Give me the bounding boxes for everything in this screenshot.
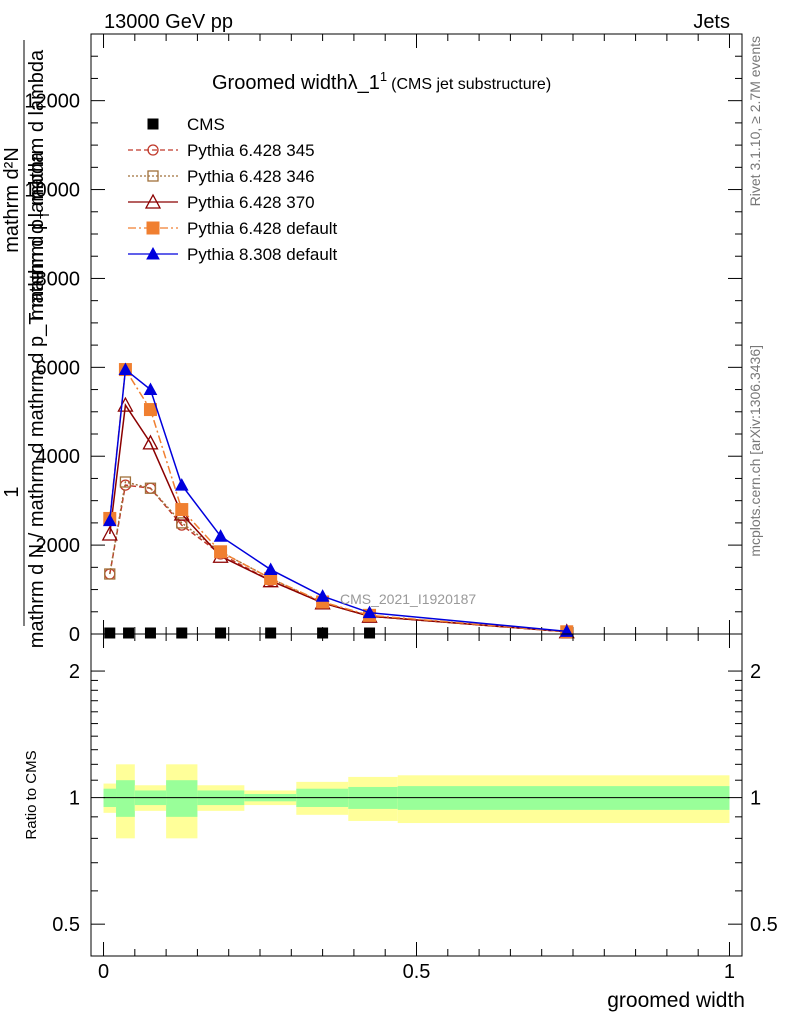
legend-label-pythia-8-308-default: Pythia 8.308 default	[187, 245, 338, 264]
chart-title: Groomed widthλ_11 (CMS jet substructure)	[212, 69, 551, 94]
point-pythia-8-308-default-4	[213, 529, 228, 542]
header-category-label: Jets	[693, 11, 730, 33]
point-cms-7	[364, 627, 376, 639]
y-label-denominator-top: mathrm d pT mathrm d lambda	[26, 49, 52, 320]
main-ytick-label-6: 12000	[24, 91, 80, 113]
side-text-rivet: Rivet 3.1.10, ≥ 2.7M events	[747, 36, 763, 206]
main-ytick-label-2: 4000	[36, 446, 81, 468]
main-plot-panel: 0 2000 4000 6000 8000 10000 12000	[24, 34, 742, 646]
point-pythia-6-428-346-2	[144, 482, 157, 494]
ratio-band-stat-3	[166, 780, 198, 817]
point-pythia-6-428-346-1	[119, 476, 132, 488]
point-cms-0	[104, 627, 116, 639]
point-pythia-6-428-default-3	[175, 503, 189, 517]
legend-label-pythia-6-428-370: Pythia 6.428 370	[187, 193, 315, 212]
main-y-axis-label: 1 mathrm d²N mathrm d pT mathrm d lambda…	[1, 40, 52, 648]
point-cms-4	[215, 627, 227, 639]
x-axis-label: groomed width	[607, 989, 745, 1012]
chart-title-main: Groomed width	[212, 72, 348, 94]
point-cms-3	[176, 627, 188, 639]
point-pythia-8-308-default-1	[118, 362, 133, 376]
ratio-plot-panel: 0.5 0.5 1 1 2 2 0 0.5 1	[52, 634, 778, 983]
legend: CMS Pythia 6.428 345 Pythia 6.428 346 Pythi…	[128, 115, 338, 264]
point-pythia-8-308-default-5	[263, 562, 278, 576]
point-pythia-6-428-default-4	[214, 545, 228, 559]
point-pythia-6-428-370-0	[101, 525, 118, 541]
side-text-mcplots: mcplots.cern.ch [arXiv:1306.3436]	[747, 345, 763, 557]
point-pythia-8-308-default-3	[174, 478, 189, 491]
legend-marker-pythia-8-308-default	[146, 246, 160, 260]
legend-marker-pythia-6-428-default	[146, 221, 160, 235]
y-label-denominator: mathrm d N / mathrm d mathrm d p_T mathr…	[26, 151, 48, 648]
point-pythia-8-308-default-0	[102, 513, 117, 527]
legend-label-pythia-6-428-default: Pythia 6.428 default	[187, 219, 338, 238]
ratio-y-axis-label: Ratio to CMS	[23, 750, 40, 839]
ratio-ytick-label-left-0: 0.5	[52, 914, 80, 936]
point-pythia-6-428-346-3	[176, 517, 188, 529]
point-pythia-8-308-default-2	[143, 382, 158, 396]
main-ytick-label-5: 10000	[24, 180, 80, 202]
xtick-label-2: 1	[724, 961, 735, 983]
point-pythia-6-428-default-2	[143, 403, 157, 417]
legend-label-pythia-6-428-345: Pythia 6.428 345	[187, 141, 315, 160]
legend-label-cms: CMS	[187, 115, 225, 134]
main-ytick-label-3: 6000	[36, 357, 81, 379]
ratio-band-stat-1	[116, 780, 135, 817]
point-cms-2	[144, 627, 156, 639]
chart-title-sup: 1	[380, 69, 387, 84]
main-ytick-label-4: 8000	[36, 268, 81, 290]
analysis-watermark: CMS_2021_I1920187	[340, 591, 476, 607]
y-label-numerator-1: 1	[1, 486, 23, 497]
point-pythia-8-308-default-6	[315, 589, 330, 602]
point-pythia-8-308-default-7	[362, 605, 377, 619]
legend-label-pythia-6-428-346: Pythia 6.428 346	[187, 167, 315, 186]
point-pythia-6-428-370-2	[142, 434, 159, 450]
series-line-pythia-6-428-default	[109, 367, 567, 633]
xtick-label-0: 0	[98, 961, 109, 983]
ratio-ytick-label-right-2: 2	[750, 661, 761, 683]
ratio-ytick-label-left-2: 2	[69, 661, 80, 683]
ratio-ytick-label-left-1: 1	[69, 788, 80, 810]
chart-title-math: λ_1	[348, 72, 380, 94]
legend-marker-pythia-6-428-370	[144, 193, 162, 209]
ratio-plot-frame	[90, 633, 743, 957]
point-pythia-6-428-346-0	[104, 568, 116, 580]
point-cms-5	[265, 627, 277, 639]
ratio-ytick-label-right-0: 0.5	[750, 914, 778, 936]
y-label-numerator-2: mathrm d²N	[1, 147, 23, 253]
xtick-label-1: 0.5	[403, 961, 431, 983]
legend-marker-pythia-6-428-345	[147, 144, 159, 156]
legend-marker-pythia-6-428-346	[147, 170, 159, 182]
main-ytick-label-1: 2000	[36, 535, 81, 557]
header-energy-label: 13000 GeV pp	[104, 11, 233, 33]
main-ytick-label-0: 0	[69, 624, 80, 646]
chart-subtitle: (CMS jet substructure)	[391, 76, 551, 93]
ratio-ytick-label-right-1: 1	[750, 788, 761, 810]
point-cms-1	[123, 627, 135, 639]
legend-marker-cms	[147, 118, 159, 130]
svg-text:Groomed widthλ_11(CMS jet subs: Groomed widthλ_11 (CMS jet substructure)	[212, 69, 551, 94]
